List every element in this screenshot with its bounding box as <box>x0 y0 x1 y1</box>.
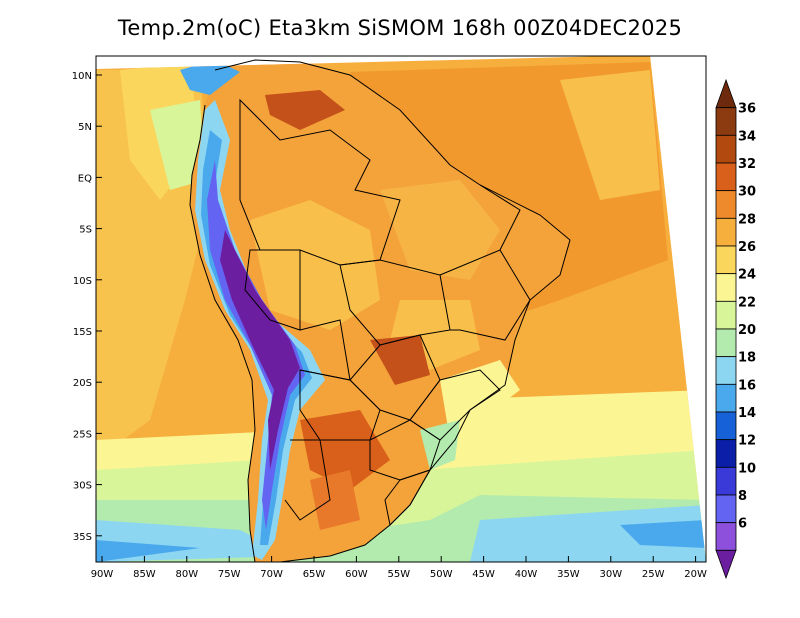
lat-tick-label: 25S <box>73 429 92 440</box>
lat-tick-label: EQ <box>78 173 92 184</box>
inner-border-5 <box>439 249 531 341</box>
lon-tick-label: 20W <box>684 569 707 580</box>
south-brazil-cool <box>420 420 460 470</box>
lon-tick-label: 50W <box>430 569 453 580</box>
boundary-lines <box>189 59 571 563</box>
inner-border-9 <box>244 249 301 331</box>
inner-border-2 <box>339 259 451 346</box>
lon-tick-label: 90W <box>91 569 114 580</box>
andes-purple-core <box>220 230 300 470</box>
colorbar-label: 34 <box>738 129 756 144</box>
colorbar-label: 24 <box>738 268 756 283</box>
pampas-warm <box>310 470 360 530</box>
atlantic-yellow-patch <box>560 70 660 200</box>
colorbar-swatch <box>715 134 737 164</box>
lon-tick-label: 55W <box>387 569 410 580</box>
colorbar-label: 18 <box>738 351 756 366</box>
inner-border-1 <box>239 98 401 266</box>
inner-border-12 <box>284 439 331 521</box>
lat-tick-label: 5N <box>78 122 92 133</box>
map-frame <box>95 55 707 563</box>
colorbar-label: 22 <box>738 295 756 310</box>
lat-tick-label: 5S <box>79 225 92 236</box>
longitude-axis: 90W 85W 80W 75W 70W 65W 60W 55W 50W 45W 40W 35W 30W 2… <box>91 556 707 580</box>
lon-tick-label: 30W <box>599 569 622 580</box>
colorbar-label: 16 <box>738 378 756 393</box>
lon-tick-label: 25W <box>642 569 665 580</box>
colorbar-label: 14 <box>738 406 756 421</box>
lon-tick-label: 75W <box>218 569 241 580</box>
colorbar-swatch <box>715 383 737 413</box>
colorbar-swatch <box>715 190 737 219</box>
colorbar-label: 20 <box>738 323 756 338</box>
southeast-blue <box>620 520 706 548</box>
colorbar-label: 32 <box>738 157 756 172</box>
lon-tick-label: 85W <box>133 569 156 580</box>
colorbar-swatch <box>715 356 737 385</box>
colorbar-swatch <box>715 245 737 275</box>
map-title: Temp.2m(oC) Eta3km SiSMOM 168h 00Z04DEC2… <box>117 16 683 40</box>
colorbar-swatch <box>715 273 737 302</box>
pantanal-hot <box>370 335 430 385</box>
venezuela-hot <box>265 90 345 130</box>
lat-tick-label: 15S <box>73 327 92 338</box>
colorbar-label: 10 <box>738 461 756 476</box>
colorbar-swatch <box>715 217 737 247</box>
inner-border-8 <box>384 469 432 527</box>
south-atlantic-cyan <box>470 505 706 562</box>
lon-tick-label: 40W <box>515 569 538 580</box>
lat-tick-label: 20S <box>73 378 92 389</box>
inner-border-11 <box>299 319 351 381</box>
chaco-hot <box>300 410 390 490</box>
colorbar-label: 36 <box>738 102 756 117</box>
colorbar-top-arrow <box>715 78 737 109</box>
colorbar-label: 30 <box>738 185 756 200</box>
lon-tick-label: 45W <box>472 569 495 580</box>
colorbar-label: 8 <box>738 489 747 504</box>
pacific-green-patch <box>150 100 205 190</box>
lat-tick-label: 10N <box>72 71 92 82</box>
lat-tick-label: 10S <box>73 276 92 287</box>
colorbar-bottom-arrow <box>715 549 737 580</box>
southwest-blue <box>96 540 200 562</box>
colorbar-label: 28 <box>738 212 756 227</box>
colorbar-swatch <box>715 466 737 496</box>
inner-border-10 <box>479 184 521 251</box>
lat-tick-label: 30S <box>73 481 92 492</box>
colorbar-swatch <box>715 328 737 358</box>
colorbar-swatch <box>715 439 737 468</box>
latitude-axis: 10N 5N EQ 5S 10S 15S 20S 25S 30S 35S <box>72 71 102 543</box>
lat-tick-label: 35S <box>73 532 92 543</box>
colombia-highland <box>180 60 240 95</box>
northeast-patch <box>380 180 500 280</box>
lon-tick-label: 65W <box>303 569 326 580</box>
map-field <box>96 56 706 562</box>
lon-tick-label: 60W <box>345 569 368 580</box>
colorbar-swatch <box>715 162 737 192</box>
colorbar-label: 12 <box>738 434 756 449</box>
lon-tick-label: 35W <box>557 569 580 580</box>
west-coastline <box>189 104 256 563</box>
colorbar-label: 6 <box>738 517 747 532</box>
colorbar-swatch <box>715 494 737 524</box>
lon-tick-label: 80W <box>175 569 198 580</box>
colorbar-swatch <box>715 107 737 136</box>
colorbar-swatch <box>715 522 737 551</box>
colorbar-swatch <box>715 300 737 330</box>
colorbar: 36 34 32 30 28 26 24 22 20 18 16 14 12 10 8 6 <box>715 78 756 580</box>
colorbar-label: 26 <box>738 240 756 255</box>
lon-tick-label: 70W <box>260 569 283 580</box>
colorbar-swatch <box>715 411 737 441</box>
